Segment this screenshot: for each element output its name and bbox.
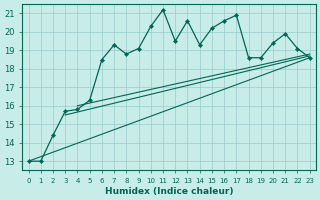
X-axis label: Humidex (Indice chaleur): Humidex (Indice chaleur) <box>105 187 233 196</box>
